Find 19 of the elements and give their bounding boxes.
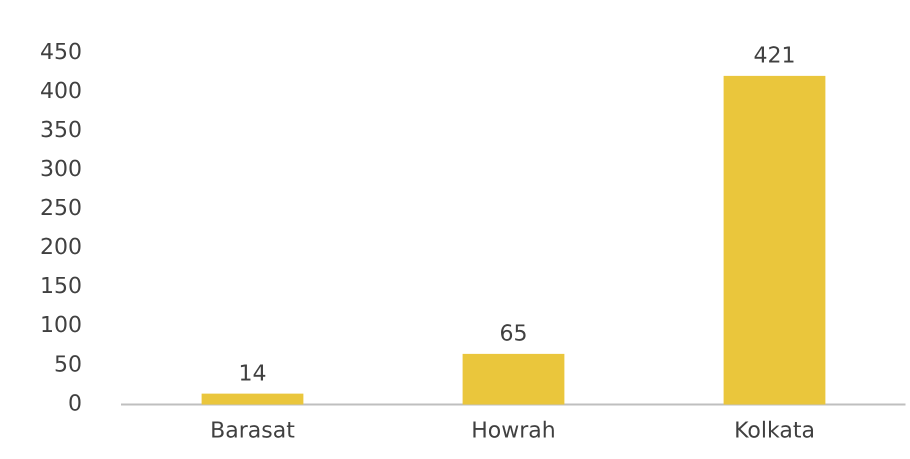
bar xyxy=(202,394,304,405)
x-tick-label: Kolkata xyxy=(734,418,815,444)
y-tick-label: 200 xyxy=(40,235,82,260)
y-tick-label: 400 xyxy=(40,78,82,104)
y-tick-label: 350 xyxy=(40,118,82,144)
data-label: 421 xyxy=(754,44,796,69)
data-label: 14 xyxy=(238,361,266,386)
y-tick-label: 50 xyxy=(54,352,82,378)
y-tick-label: 450 xyxy=(40,40,82,65)
bar xyxy=(462,354,564,405)
y-tick-label: 150 xyxy=(40,274,82,300)
y-tick-label: 0 xyxy=(68,391,82,416)
data-label: 65 xyxy=(499,322,528,347)
x-tick-label: Barasat xyxy=(210,418,296,444)
bar xyxy=(724,76,826,405)
y-tick-label: 100 xyxy=(40,313,82,338)
y-tick-label: 300 xyxy=(40,157,82,182)
y-tick-label: 250 xyxy=(40,196,82,222)
x-tick-label: Howrah xyxy=(471,418,556,444)
